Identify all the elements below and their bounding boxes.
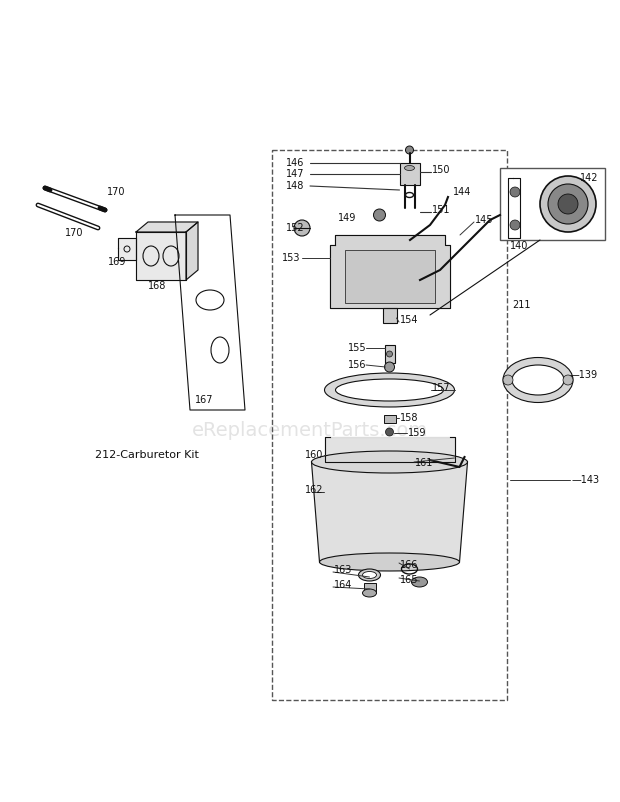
Bar (345, 250, 435, 303)
Text: 154: 154 (400, 315, 419, 325)
Circle shape (373, 209, 386, 221)
Ellipse shape (324, 373, 454, 407)
Text: 163: 163 (334, 565, 352, 575)
Ellipse shape (412, 577, 428, 587)
Text: 153: 153 (282, 253, 301, 263)
Text: 170: 170 (107, 187, 125, 197)
Polygon shape (136, 222, 198, 232)
Circle shape (405, 146, 414, 154)
Text: 170: 170 (65, 228, 84, 238)
Text: —139: —139 (570, 370, 598, 380)
Circle shape (366, 275, 373, 283)
Text: 148: 148 (286, 181, 304, 191)
Text: 147: 147 (286, 169, 304, 179)
Circle shape (405, 275, 414, 283)
Ellipse shape (335, 379, 443, 401)
Ellipse shape (363, 572, 376, 578)
Text: 157: 157 (432, 383, 451, 393)
Circle shape (294, 220, 310, 236)
Text: 149: 149 (338, 213, 356, 223)
Circle shape (503, 375, 513, 385)
Text: 212-Carburetor Kit: 212-Carburetor Kit (95, 450, 199, 460)
Text: eReplacementParts.com: eReplacementParts.com (192, 420, 428, 439)
Text: 167: 167 (195, 395, 213, 405)
Text: 150: 150 (432, 165, 451, 175)
Bar (363, 583, 376, 593)
Bar (384, 345, 394, 363)
Circle shape (558, 194, 578, 214)
Text: 156: 156 (348, 360, 366, 370)
Text: 164: 164 (334, 580, 352, 590)
Text: 155: 155 (348, 343, 366, 353)
Text: 211: 211 (512, 300, 531, 310)
Bar (384, 415, 396, 423)
Bar (399, 163, 420, 185)
Circle shape (510, 220, 520, 230)
Circle shape (563, 375, 573, 385)
Text: 159: 159 (408, 428, 427, 438)
Polygon shape (311, 462, 467, 562)
Text: 165: 165 (400, 575, 419, 585)
Ellipse shape (360, 261, 420, 297)
Ellipse shape (319, 553, 459, 571)
Ellipse shape (404, 165, 415, 171)
Ellipse shape (311, 451, 467, 473)
Text: 151: 151 (432, 205, 451, 215)
Ellipse shape (503, 358, 573, 403)
Circle shape (386, 351, 392, 357)
Circle shape (548, 184, 588, 224)
Text: 161: 161 (415, 458, 433, 468)
Bar (383, 308, 397, 323)
Circle shape (384, 362, 394, 372)
Polygon shape (324, 437, 454, 462)
Circle shape (510, 187, 520, 197)
Polygon shape (118, 238, 136, 260)
Text: 146: 146 (286, 158, 304, 168)
Polygon shape (329, 235, 450, 308)
Circle shape (386, 428, 394, 436)
Text: 162: 162 (305, 485, 324, 495)
Text: 145: 145 (475, 215, 494, 225)
Text: 166: 166 (400, 560, 419, 570)
Text: 140: 140 (510, 241, 528, 251)
Ellipse shape (512, 365, 564, 395)
Bar (272, 150, 507, 700)
Text: —143: —143 (572, 475, 600, 485)
Text: 160: 160 (305, 450, 324, 460)
Text: 144: 144 (453, 187, 471, 197)
Ellipse shape (363, 589, 376, 597)
Text: 142: 142 (580, 173, 598, 183)
Text: 168: 168 (148, 281, 166, 291)
Text: 152: 152 (286, 223, 304, 233)
Circle shape (540, 176, 596, 232)
Polygon shape (136, 232, 186, 280)
Ellipse shape (358, 569, 381, 581)
Text: 158: 158 (400, 413, 419, 423)
Polygon shape (186, 222, 198, 280)
Bar (500, 168, 605, 240)
Text: 169: 169 (108, 257, 126, 267)
